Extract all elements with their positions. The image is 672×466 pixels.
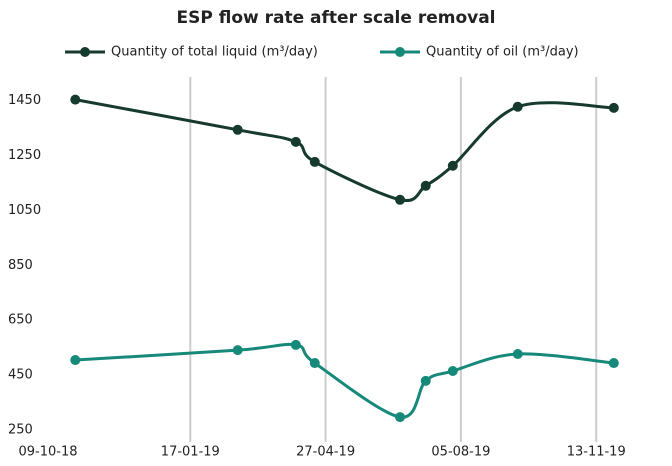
point xyxy=(232,124,243,135)
legend-label: Quantity of total liquid (m³/day) xyxy=(111,45,318,60)
y-tick-label: 250 xyxy=(8,423,33,438)
point xyxy=(290,339,301,350)
point xyxy=(608,358,619,369)
y-tick-label: 1050 xyxy=(8,203,41,218)
legend-label: Quantity of oil (m³/day) xyxy=(426,45,579,60)
x-tick-label: 05-08-19 xyxy=(431,445,490,460)
x-tick-label: 17-01-19 xyxy=(161,445,220,460)
legend-marker xyxy=(395,47,405,57)
y-tick-label: 450 xyxy=(8,368,33,383)
y-tick-label: 1450 xyxy=(8,93,41,108)
point xyxy=(232,345,243,356)
x-tick-label: 13-11-19 xyxy=(567,445,626,460)
point xyxy=(395,194,406,205)
legend-marker xyxy=(80,47,90,57)
y-tick-label: 650 xyxy=(8,313,33,328)
point xyxy=(512,101,523,112)
point xyxy=(420,375,431,386)
y-tick-label: 850 xyxy=(8,258,33,273)
series-line xyxy=(75,98,614,203)
chart-title: ESP flow rate after scale removal xyxy=(176,8,495,28)
point xyxy=(512,348,523,359)
point xyxy=(70,94,81,105)
series-line xyxy=(75,342,614,419)
point xyxy=(309,358,320,369)
point xyxy=(395,412,406,423)
point xyxy=(420,180,431,191)
x-tick-label: 09-10-18 xyxy=(18,445,77,460)
point xyxy=(608,102,619,113)
point xyxy=(290,136,301,147)
point xyxy=(70,355,81,366)
x-tick-label: 27-04-19 xyxy=(296,445,355,460)
point xyxy=(447,366,458,377)
y-tick-label: 1250 xyxy=(8,148,41,163)
point xyxy=(309,156,320,167)
point xyxy=(447,160,458,171)
